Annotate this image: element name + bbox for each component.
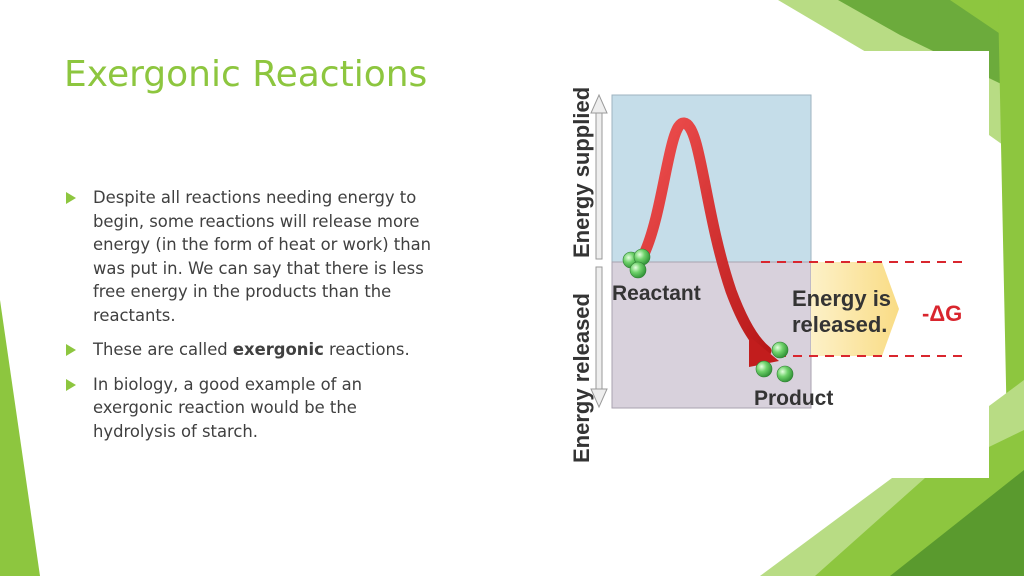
released-label: released. — [792, 312, 887, 337]
reaction-curve — [638, 117, 772, 357]
energy-diagram: Energy supplied Energy released Reactant… — [569, 87, 966, 463]
bullet-arrow-icon — [66, 344, 76, 356]
reactant-label: Reactant — [612, 282, 701, 305]
bullet-text-2-after: reactions. — [323, 340, 410, 359]
energy-released-band — [811, 262, 899, 356]
energy-supplied-label: Energy supplied — [569, 87, 594, 258]
energy-diagram-figure: Energy supplied Energy released Reactant… — [556, 51, 989, 478]
product-label: Product — [754, 387, 833, 410]
reactant-molecule — [622, 248, 651, 279]
bullet-arrow-icon — [66, 378, 76, 391]
bullet-text-2-before: These are called — [93, 340, 233, 359]
bullet-text-2-bold: exergonic — [232, 340, 324, 359]
energy-supplied-axis-arrow — [590, 93, 608, 260]
bullet-item-2: These are called exergonic reactions. — [64, 338, 444, 362]
energy-released-label: Energy released — [569, 293, 594, 463]
bullet-list: Despite all reactions needing energy to … — [64, 186, 444, 454]
energy-released-region — [611, 261, 812, 409]
bullet-item-3: In biology, a good example of an exergon… — [64, 373, 444, 444]
bullet-text-1: Despite all reactions needing energy to … — [93, 188, 432, 325]
reaction-curve-arrowhead — [749, 336, 779, 367]
energy-is-label: Energy is — [792, 286, 891, 311]
bullet-text-3: In biology, a good example of an exergon… — [93, 374, 363, 441]
energy-released-axis-arrow — [590, 266, 608, 409]
product-molecule — [755, 341, 794, 383]
delta-g-label: -ΔG — [922, 301, 962, 326]
slide-title: Exergonic Reactions — [64, 54, 428, 95]
left-green-stripe — [0, 300, 40, 576]
bullet-arrow-icon — [66, 192, 76, 204]
bottom-right-shape-dark — [890, 470, 1024, 576]
bullet-item-1: Despite all reactions needing energy to … — [64, 186, 444, 327]
